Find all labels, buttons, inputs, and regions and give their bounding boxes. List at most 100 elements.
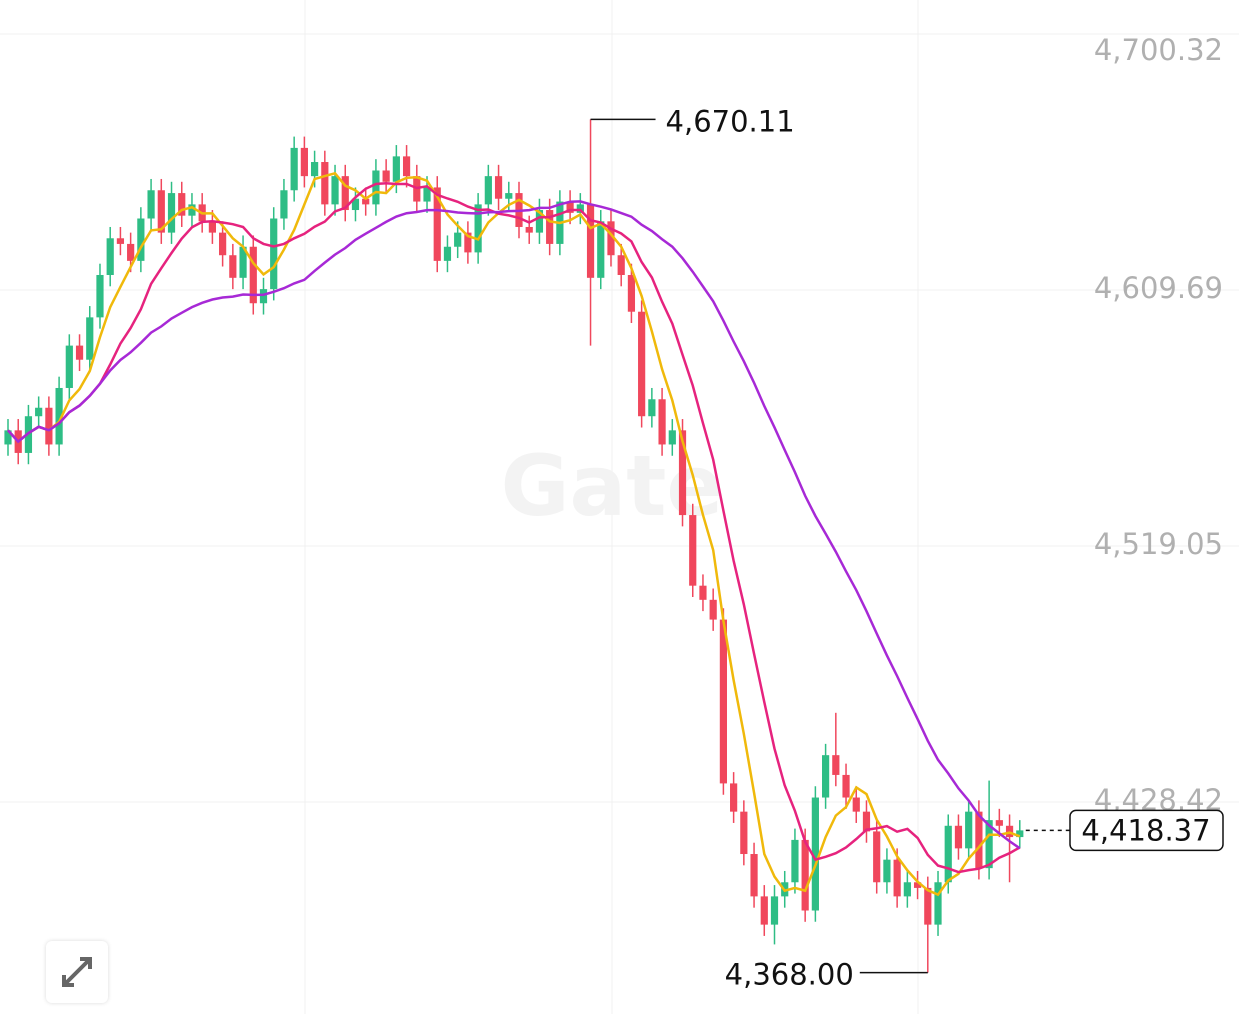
candle-body xyxy=(239,246,247,278)
candle-body xyxy=(791,839,799,883)
expand-icon xyxy=(62,957,92,987)
candle-body xyxy=(627,274,636,312)
candle-body xyxy=(965,811,973,849)
candle-body xyxy=(638,311,646,417)
candle-body xyxy=(505,193,513,199)
candle-body xyxy=(760,896,768,925)
candle-body xyxy=(985,820,993,869)
candle-body xyxy=(127,243,135,261)
candle-body xyxy=(995,820,1003,826)
candle-body xyxy=(535,210,544,233)
y-tick-label: 4,700.32 xyxy=(1094,33,1223,67)
candle-body xyxy=(219,232,227,256)
last-price-label: 4,418.37 xyxy=(1081,813,1210,847)
candle-body xyxy=(259,289,268,304)
candle-body xyxy=(474,204,482,253)
candle-body xyxy=(934,882,942,925)
candle-body xyxy=(402,156,411,177)
candle-body xyxy=(801,839,809,911)
candle-body xyxy=(178,193,186,216)
candle-body xyxy=(147,190,155,219)
candle-body xyxy=(464,232,472,253)
candle-body xyxy=(862,811,871,832)
candle-body xyxy=(832,755,840,775)
candle-body xyxy=(55,387,63,445)
candle-body xyxy=(167,193,176,233)
annotation-label: 4,368.00 xyxy=(725,958,854,992)
last-price-box xyxy=(1069,809,1224,852)
candle-body xyxy=(883,859,891,883)
y-tick-label: 4,519.05 xyxy=(1094,527,1223,561)
candle-body xyxy=(45,407,53,445)
candle-body xyxy=(423,187,431,202)
candle-body xyxy=(648,399,656,417)
candle-body xyxy=(740,811,748,855)
candle-body xyxy=(678,430,687,516)
candle-body xyxy=(689,515,697,586)
candle-body xyxy=(913,882,922,888)
candle-body xyxy=(668,430,676,445)
candle-body xyxy=(924,887,932,925)
candle-body xyxy=(873,831,881,883)
candle-body xyxy=(331,176,339,205)
candle-body xyxy=(300,147,308,177)
candle-body xyxy=(546,210,554,244)
candle-body xyxy=(954,825,963,849)
candle-body xyxy=(208,221,216,233)
candle-body xyxy=(280,190,288,219)
candle-body xyxy=(392,156,400,182)
moving-average xyxy=(7,171,1021,897)
candle-body xyxy=(576,204,584,213)
candle-body xyxy=(975,811,983,869)
candle-body xyxy=(270,218,278,290)
candle-body xyxy=(719,619,727,784)
candle-body xyxy=(566,201,574,213)
candle-body xyxy=(290,147,298,191)
candle-body xyxy=(811,797,819,911)
candle-body xyxy=(229,255,237,278)
candle-body xyxy=(770,896,779,925)
candle-body xyxy=(433,187,441,261)
candle-body xyxy=(617,255,625,275)
candle-body xyxy=(597,221,605,278)
candle-body xyxy=(750,854,758,897)
candle-body xyxy=(484,176,492,205)
candle-body xyxy=(893,859,901,897)
candle-body xyxy=(96,274,104,318)
candle-body xyxy=(699,585,707,600)
candle-body xyxy=(106,238,114,275)
candle-body xyxy=(116,238,125,244)
candle-body xyxy=(586,204,595,278)
candle-body xyxy=(822,755,830,798)
candle-body xyxy=(341,176,349,211)
candle-body xyxy=(75,345,84,360)
candle-body xyxy=(658,399,666,445)
candle-body xyxy=(35,407,43,417)
candle-body xyxy=(842,774,850,798)
candle-body xyxy=(188,204,196,216)
candle-body xyxy=(903,882,911,897)
candle-body xyxy=(311,162,319,177)
candle-body xyxy=(351,198,360,211)
y-tick-label: 4,609.69 xyxy=(1094,271,1223,305)
candle-body xyxy=(137,218,145,261)
candle-body xyxy=(86,317,94,360)
candle-body xyxy=(362,198,370,205)
candle-body xyxy=(944,825,952,883)
candle-body xyxy=(709,599,717,620)
moving-average xyxy=(7,181,1021,874)
candle-body xyxy=(852,797,860,812)
candle-body xyxy=(525,226,533,233)
candle-body xyxy=(321,162,329,205)
candle-body xyxy=(65,345,73,388)
candle-body xyxy=(1016,830,1024,838)
candle-body xyxy=(382,170,390,182)
candle-body xyxy=(443,246,452,261)
candle-body xyxy=(157,190,165,233)
candle-body xyxy=(4,430,12,445)
candle-body xyxy=(454,232,462,247)
expand-button[interactable] xyxy=(46,941,108,1003)
candle-body xyxy=(730,783,738,812)
annotation-label: 4,670.11 xyxy=(666,104,795,138)
